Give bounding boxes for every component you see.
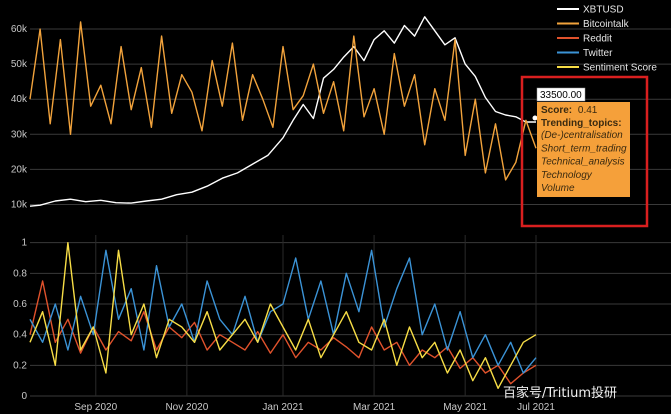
bot-y-tick-label: 0.6 xyxy=(13,299,27,310)
legend-label-twitter[interactable]: Twitter xyxy=(583,48,613,59)
x-tick-label: Nov 2020 xyxy=(165,402,208,413)
tooltip-topic-item: (De-)centralisation xyxy=(541,130,623,141)
top-y-tick-label: 40k xyxy=(11,94,28,105)
x-tick-label: Sep 2020 xyxy=(74,402,117,413)
date-x-axis: Sep 2020 Nov 2020 Jan 2021 Mar 2021 May 2021… xyxy=(74,402,555,413)
top-series-line-bitcointalk xyxy=(29,21,537,181)
hover-tooltip: Score: 0.41 Trending_topics: (De-)centra… xyxy=(537,102,630,197)
sentiment-y-axis: 0 0.2 0.4 0.6 0.8 1 xyxy=(13,238,27,402)
top-y-tick-label: 20k xyxy=(11,164,28,175)
top-y-tick-label: 10k xyxy=(11,199,28,210)
legend-label-xbtusd[interactable]: XBTUSD xyxy=(583,5,624,16)
top-y-tick-label: 60k xyxy=(11,24,28,35)
x-tick-label: Jan 2021 xyxy=(262,402,304,413)
tooltip-score-value: 0.41 xyxy=(578,105,598,116)
tooltip-topic-item: Short_term_trading xyxy=(541,143,627,154)
legend-label-bitcointalk[interactable]: Bitcointalk xyxy=(583,19,630,30)
hover-value-label: 33500.00 xyxy=(536,87,586,102)
watermark-text: 百家号/Tritium投研 xyxy=(503,385,617,401)
bot-y-tick-label: 0.4 xyxy=(13,330,27,341)
tooltip-topics-label: Trending_topics: xyxy=(541,118,622,129)
sentiment-grid xyxy=(30,235,671,397)
bot-y-tick-label: 1 xyxy=(21,238,27,249)
bot-y-tick-label: 0.2 xyxy=(13,360,27,371)
x-tick-label: Mar 2021 xyxy=(353,402,396,413)
price-series-lines xyxy=(29,16,537,207)
hover-value-text: 33500.00 xyxy=(540,90,582,101)
sentiment-panel: 0 0.2 0.4 0.6 0.8 1 Sep 2020 Nov 2020 Jan 2021 M… xyxy=(13,235,671,413)
hover-point-marker xyxy=(532,115,538,121)
bot-y-tick-label: 0 xyxy=(21,391,27,402)
price-panel: 10k 20k 30k 40k 50k 60k xyxy=(11,16,671,210)
tooltip-topic-item: Technical_analysis xyxy=(541,157,625,168)
bot-series-line-reddit xyxy=(29,280,537,385)
legend-label-sentiment-score[interactable]: Sentiment Score xyxy=(583,63,657,74)
legend[interactable]: XBTUSD Bitcointalk Reddit Twitter Sentiment … xyxy=(557,5,657,74)
highlight-box xyxy=(520,75,649,228)
x-tick-label: May 2021 xyxy=(443,402,487,413)
svg-text:Score: 0.41: Score: 0.41 xyxy=(541,105,598,116)
top-y-tick-label: 30k xyxy=(11,129,28,140)
tooltip-topic-list: (De-)centralisation Short_term_trading Tec… xyxy=(541,130,627,194)
tooltip-score-label: Score: xyxy=(541,105,572,116)
sentiment-series-lines xyxy=(29,242,537,389)
bot-series-line-sentiment-score xyxy=(29,242,537,389)
tooltip-topic-item: Volume xyxy=(541,183,575,194)
top-y-tick-label: 50k xyxy=(11,59,28,70)
bot-y-tick-label: 0.8 xyxy=(13,268,27,279)
legend-label-reddit[interactable]: Reddit xyxy=(583,34,612,45)
top-series-line-xbtusd xyxy=(29,16,536,207)
x-tick-label: Jul 2021 xyxy=(517,402,555,413)
price-y-axis: 10k 20k 30k 40k 50k 60k xyxy=(11,24,28,210)
price-grid xyxy=(30,28,671,205)
tooltip-topic-item: Technology xyxy=(541,170,593,181)
